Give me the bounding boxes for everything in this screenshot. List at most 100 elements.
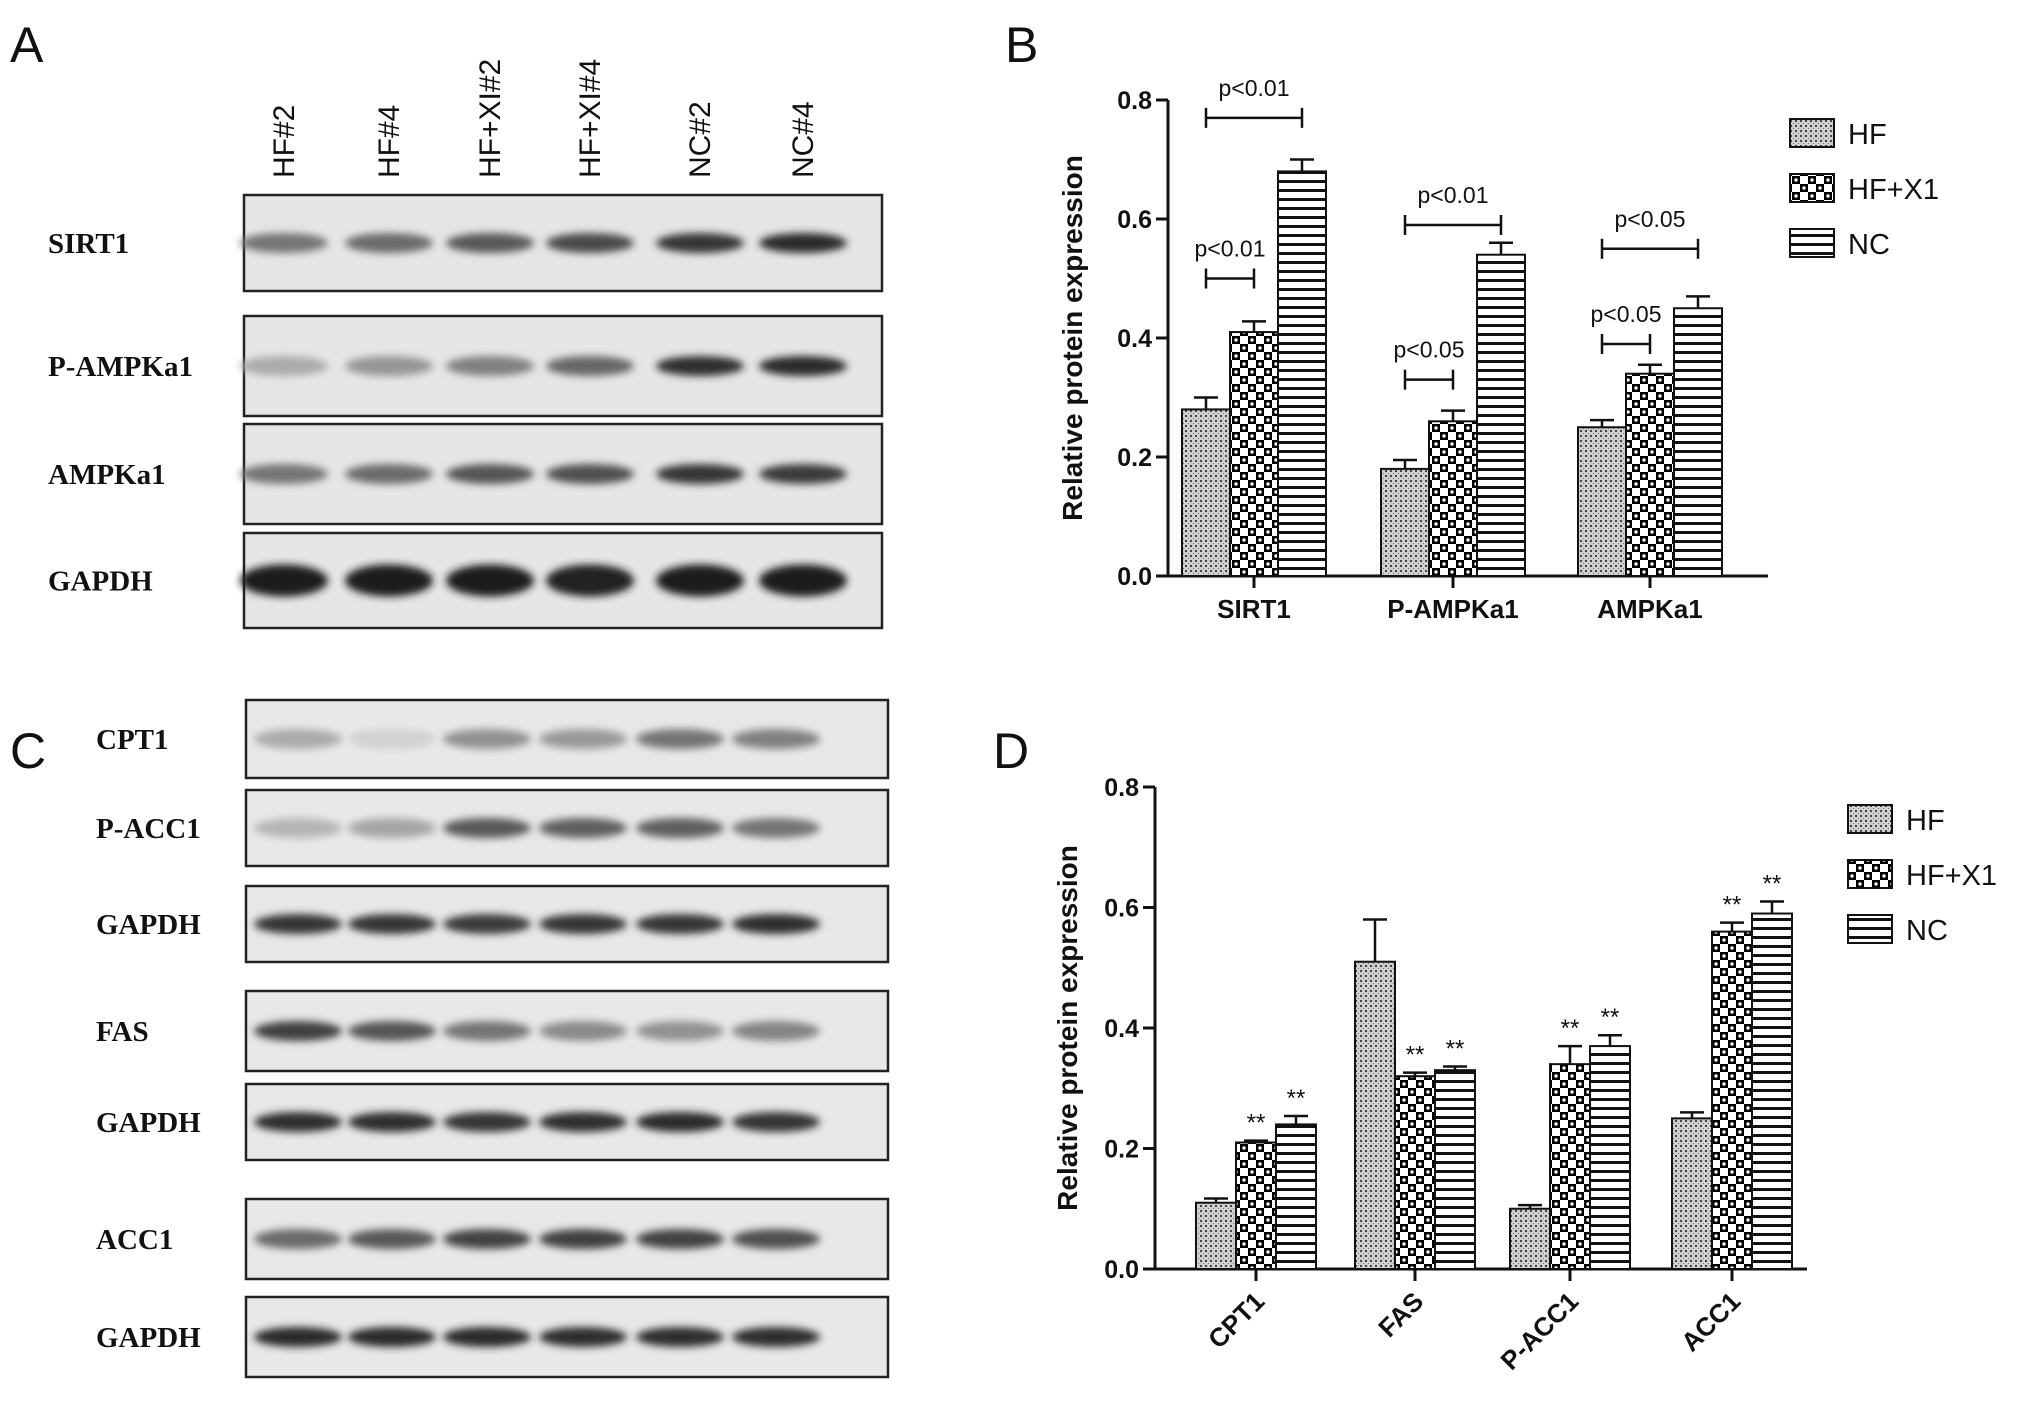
legend-swatch	[1789, 173, 1835, 203]
comparison-label: p<0.05	[1615, 206, 1686, 232]
legend-label: NC	[1848, 229, 1890, 261]
legend-label: HF	[1848, 119, 1887, 151]
blot-row-label: SIRT1	[48, 228, 129, 260]
band	[254, 1021, 342, 1041]
bar-hf-x1	[1229, 331, 1279, 577]
blot-row-label: AMPKa1	[48, 459, 166, 491]
bar-chart-d: 0.0 0.2 0.4 0.6 0.8 Relative protein expressi…	[1052, 774, 1997, 1376]
band	[732, 729, 820, 749]
band	[539, 1327, 627, 1347]
panel-letter-d: D	[993, 723, 1029, 779]
band	[636, 1327, 724, 1347]
band	[446, 464, 534, 484]
band	[636, 1229, 724, 1249]
blot-row-label: FAS	[96, 1016, 149, 1048]
band	[240, 356, 328, 376]
legend-swatch	[1789, 118, 1835, 148]
legend-label: HF+X1	[1906, 860, 1997, 892]
bar-nc	[1275, 1123, 1317, 1271]
y-tick-label: 0.2	[1117, 444, 1152, 472]
legend-swatch	[1847, 859, 1893, 889]
band	[254, 1229, 342, 1249]
band	[656, 356, 744, 376]
blot-row-label: GAPDH	[96, 1107, 201, 1139]
bar-nc	[1751, 912, 1793, 1271]
band	[539, 1112, 627, 1132]
x-category-label: P-ACC1	[1495, 1286, 1585, 1376]
band	[443, 914, 531, 934]
bar-hf-x1	[1625, 372, 1675, 578]
comparison-label: p<0.01	[1418, 182, 1489, 208]
x-category-label: CPT1	[1202, 1286, 1270, 1354]
bar-hf-x1	[1235, 1141, 1277, 1270]
lane-label: NC#2	[684, 101, 717, 178]
significance-stars: **	[1247, 1110, 1266, 1137]
band	[446, 564, 534, 597]
band	[240, 233, 328, 253]
legend-label: HF+X1	[1848, 174, 1939, 206]
band	[546, 233, 634, 253]
bar-nc	[1476, 253, 1526, 577]
y-axis-title: Relative protein expression	[1052, 845, 1083, 1211]
bar-hf	[1509, 1207, 1551, 1270]
lane-label: HF#2	[268, 105, 301, 178]
y-tick-label: 0.0	[1117, 563, 1152, 591]
band	[636, 1112, 724, 1132]
y-tick-label: 0.2	[1104, 1136, 1139, 1164]
band	[539, 1021, 627, 1041]
bar-chart-b: 0.0 0.2 0.4 0.6 0.8 Relative protein expressi…	[1057, 75, 1939, 624]
bar-nc	[1589, 1045, 1631, 1270]
bar-hf	[1195, 1201, 1237, 1270]
lane-label: NC#4	[787, 101, 820, 178]
band	[345, 233, 433, 253]
band	[348, 1021, 436, 1041]
comparison-label: p<0.01	[1219, 75, 1290, 101]
band	[759, 464, 847, 484]
x-category-label: FAS	[1372, 1286, 1429, 1343]
band	[546, 564, 634, 597]
bar-hf-x1	[1549, 1063, 1591, 1271]
band	[240, 564, 328, 597]
significance-stars: **	[1601, 1004, 1620, 1031]
blot-row-label: GAPDH	[96, 909, 201, 941]
y-tick-label: 0.6	[1117, 206, 1152, 234]
panel-letter-c: C	[10, 723, 46, 779]
x-category-label: SIRT1	[1217, 594, 1291, 624]
significance-stars: **	[1723, 892, 1742, 919]
band	[546, 356, 634, 376]
bar-nc	[1673, 307, 1723, 577]
band	[759, 233, 847, 253]
panel-letter-b: B	[1005, 17, 1038, 73]
blot-row-label: ACC1	[96, 1224, 173, 1256]
bar-hf	[1380, 467, 1430, 577]
significance-stars: **	[1763, 870, 1782, 897]
x-category-label: ACC1	[1675, 1286, 1746, 1357]
y-tick-label: 0.8	[1104, 774, 1139, 802]
band	[759, 564, 847, 597]
band	[636, 818, 724, 838]
band	[348, 914, 436, 934]
band	[759, 356, 847, 376]
band	[656, 233, 744, 253]
band	[656, 464, 744, 484]
legend-swatch	[1847, 804, 1893, 834]
significance-stars: **	[1287, 1085, 1306, 1112]
band	[539, 818, 627, 838]
band	[732, 914, 820, 934]
bar-nc	[1277, 170, 1327, 577]
band	[732, 1327, 820, 1347]
x-category-label: P-AMPKa1	[1387, 594, 1518, 624]
band	[636, 1021, 724, 1041]
band	[539, 1229, 627, 1249]
y-tick-label: 0.0	[1104, 1256, 1139, 1284]
band	[348, 729, 436, 749]
legend-label: HF	[1906, 805, 1945, 837]
band	[446, 356, 534, 376]
band	[546, 464, 634, 484]
bar-hf	[1671, 1117, 1713, 1270]
y-tick-label: 0.6	[1104, 895, 1139, 923]
band	[732, 818, 820, 838]
band	[345, 356, 433, 376]
band	[348, 1229, 436, 1249]
bar-hf	[1354, 960, 1396, 1270]
